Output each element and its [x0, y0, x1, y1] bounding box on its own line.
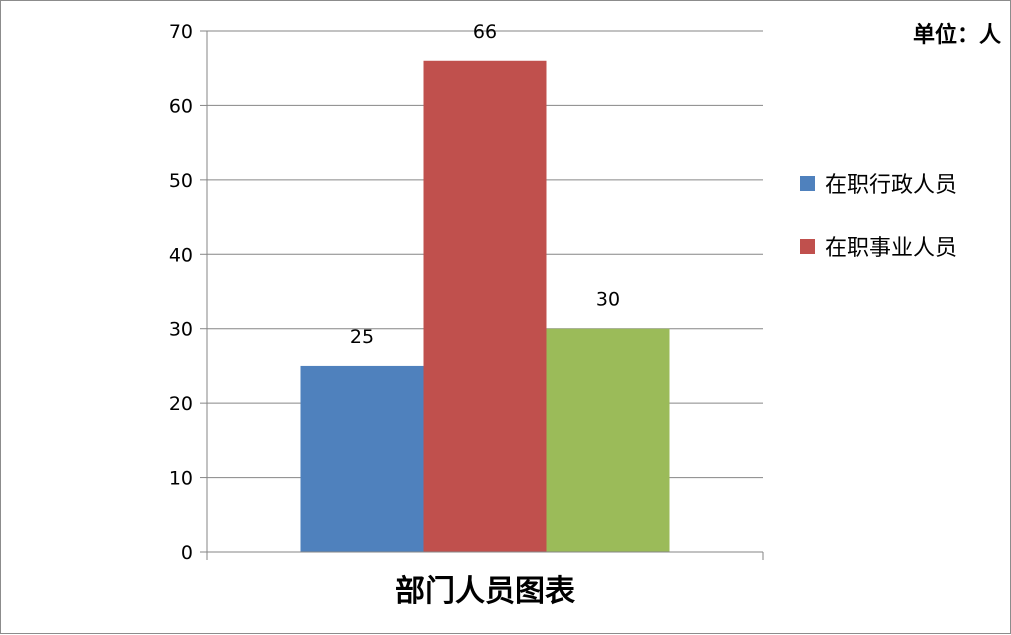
y-tick-label: 30 [169, 319, 193, 341]
y-tick-labels: 0 10 20 30 40 50 60 70 [169, 21, 207, 564]
y-tick-label: 20 [169, 393, 193, 415]
x-axis-title: 部门人员图表 [395, 574, 575, 609]
data-label: 66 [473, 21, 497, 43]
data-label: 30 [596, 289, 620, 311]
y-tick-label: 0 [181, 542, 193, 564]
y-tick-label: 50 [169, 170, 193, 192]
y-tick-label: 10 [169, 468, 193, 490]
y-tick-label: 40 [169, 244, 193, 266]
y-tick-label: 70 [169, 21, 193, 43]
data-label: 25 [350, 326, 374, 348]
legend-label: 在职行政人员 [825, 173, 957, 198]
legend-swatch [800, 176, 815, 191]
data-labels: 25 66 30 [350, 21, 620, 348]
bars [300, 60, 670, 553]
y-tick-label: 60 [169, 95, 193, 117]
axes [206, 31, 764, 560]
legend-label: 在职事业人员 [825, 236, 957, 261]
bar-series-2 [546, 328, 670, 552]
unit-note: 单位：人 [913, 22, 1001, 48]
bar-series-0 [300, 365, 424, 552]
legend-swatch [800, 239, 815, 254]
bar-series-1 [423, 60, 547, 553]
